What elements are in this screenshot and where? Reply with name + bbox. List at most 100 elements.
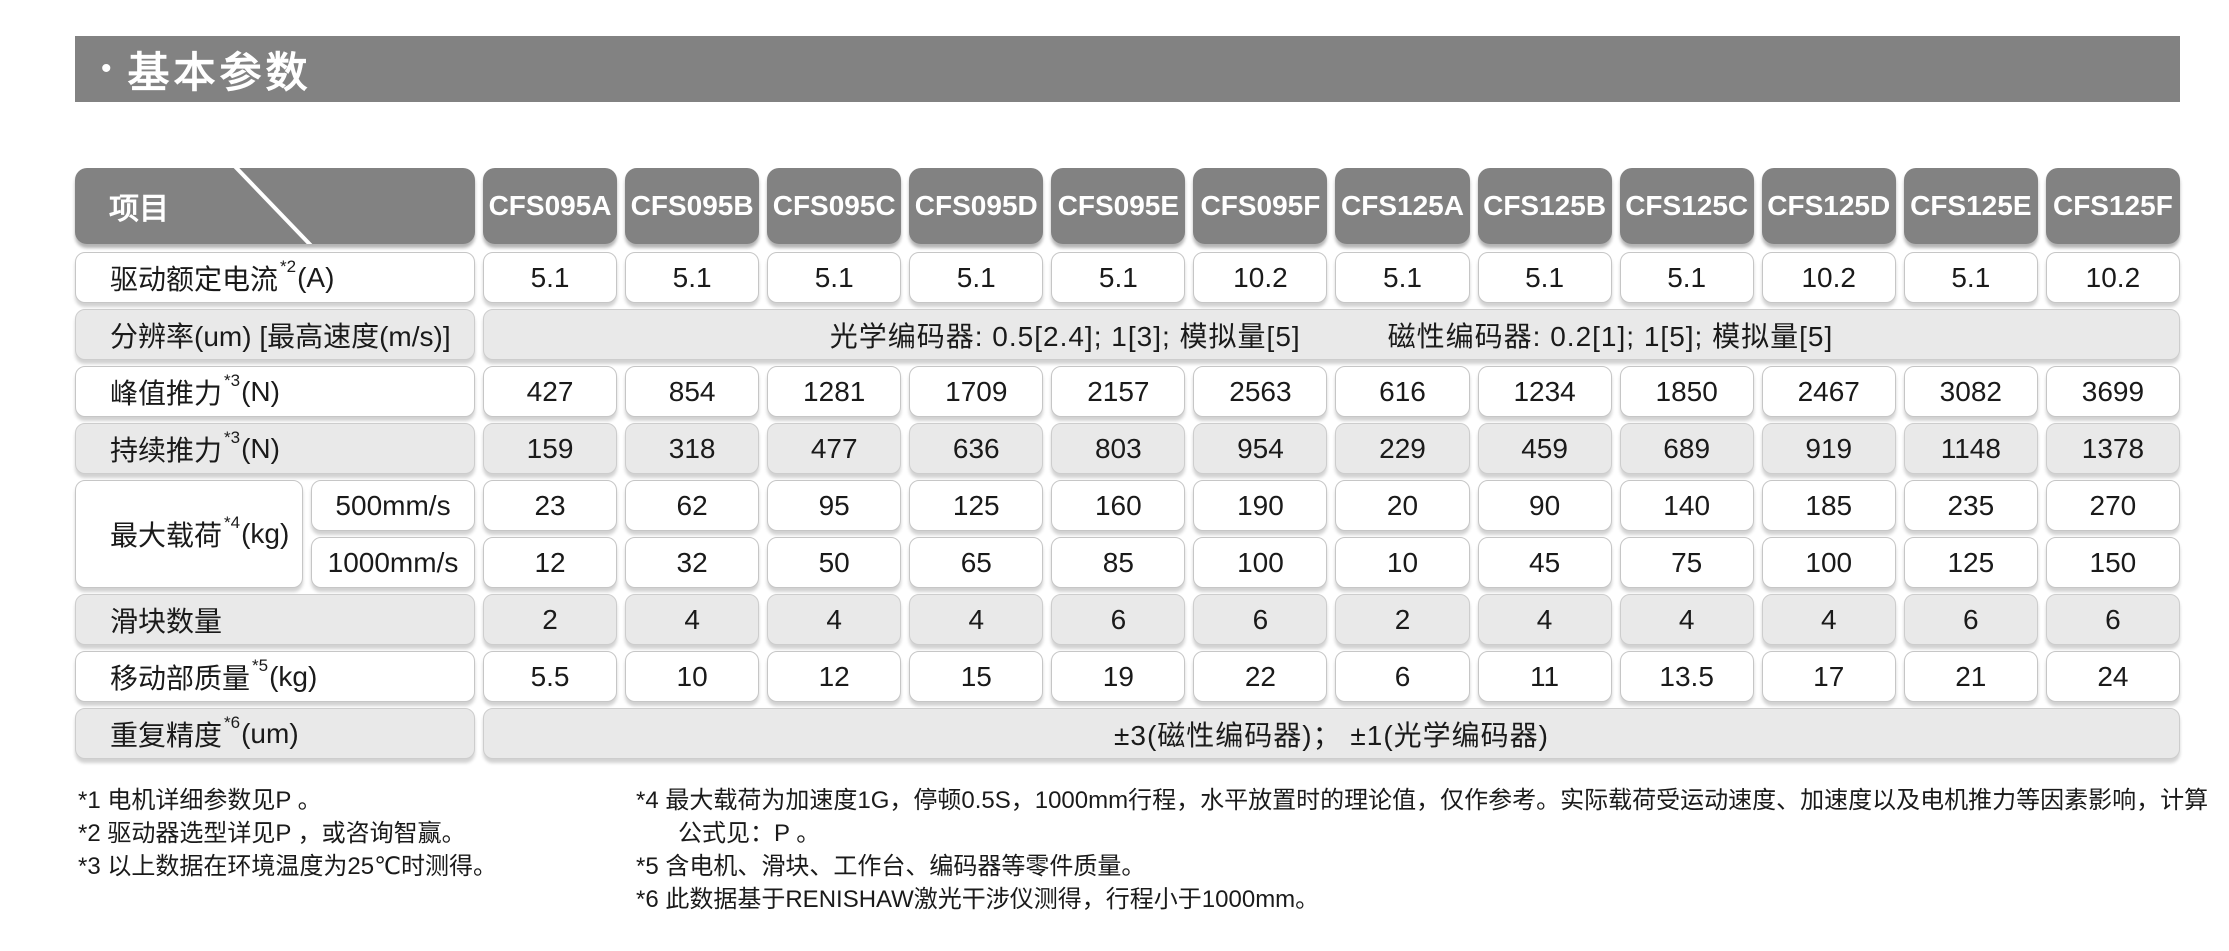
value-cell: 4 (625, 594, 760, 645)
table-row: 驱动额定电流 *2 (A) 5.1 5.1 5.1 5.1 5.1 10.2 5.1 5.1 5.1 1… (75, 252, 2180, 303)
row-label-unit: (A) (297, 261, 335, 293)
row-label: 峰值推力 *3 (N) (75, 366, 475, 417)
value-cell: 4 (909, 594, 1044, 645)
row-label-text: 分辨率(um) [最高速度(m/s)] (110, 320, 451, 352)
row-label-text: 最大载荷 (110, 520, 223, 551)
value-cell: 10.2 (1761, 252, 1896, 303)
table-row: 分辨率(um) [最高速度(m/s)] 光学编码器: 0.5[2.4]; 1[3]… (75, 309, 2180, 360)
value-cell: 185 (1761, 480, 1896, 531)
value-cell: 318 (625, 423, 760, 474)
value-cell: 4 (1619, 594, 1754, 645)
value-cell: 20 (1335, 480, 1470, 531)
value-cell: 803 (1051, 423, 1186, 474)
value-cell: 5.1 (1051, 252, 1186, 303)
value-cell: 5.1 (1619, 252, 1754, 303)
value-cell: 24 (2045, 651, 2180, 702)
value-cell: 3082 (1903, 366, 2038, 417)
value-cell: 12 (767, 651, 902, 702)
value-cell: 19 (1051, 651, 1186, 702)
value-cell: 459 (1477, 423, 1612, 474)
spec-table: 项目 CFS095A CFS095B CFS095C CFS095D CFS095E CFS… (75, 168, 2180, 759)
value-cell: 150 (2045, 537, 2180, 588)
row-label: 驱动额定电流 *2 (A) (75, 252, 475, 303)
value-cell: 17 (1761, 651, 1896, 702)
row-label-superscript: *2 (280, 256, 297, 276)
row-label-unit: (kg) (269, 660, 318, 692)
value-cell: 5.1 (909, 252, 1044, 303)
value-cell: 62 (625, 480, 760, 531)
value-cell: 22 (1193, 651, 1328, 702)
value-cell: 1709 (909, 366, 1044, 417)
value-cell: 616 (1335, 366, 1470, 417)
value-cell: 159 (483, 423, 618, 474)
value-cell: 15 (909, 651, 1044, 702)
corner-cell: 项目 (75, 168, 475, 244)
row-label-unit: (kg) (241, 518, 290, 549)
value-cell: 954 (1193, 423, 1328, 474)
row-label-text: 滑块数量 (110, 605, 223, 637)
table-row: 最大载荷 *4 (kg) 500mm/s 23 62 95 125 160 190 20 90 140 1… (75, 480, 2180, 588)
value-cell: 6 (2045, 594, 2180, 645)
value-cell: 229 (1335, 423, 1470, 474)
value-cell: 5.1 (1335, 252, 1470, 303)
table-sub-row: 1000mm/s 12 32 50 65 85 100 10 45 75 100 125 150 (311, 537, 2180, 588)
row-label-superscript: *5 (252, 655, 269, 675)
value-cell: 5.1 (483, 252, 618, 303)
value-cell: 854 (625, 366, 760, 417)
value-cell: 636 (909, 423, 1044, 474)
row-label-text: 重复精度 (110, 719, 223, 751)
value-cell: 919 (1761, 423, 1896, 474)
value-cell: 5.1 (625, 252, 760, 303)
value-cell: 100 (1761, 537, 1896, 588)
table-row: 移动部质量 *5 (kg) 5.5 10 12 15 19 22 6 11 13.5 17 21 24 (75, 651, 2180, 702)
footnotes-left: *1 电机详细参数见P 。 *2 驱动器选型详见P ，或咨询智赢。 *3 以上数据在… (78, 784, 618, 883)
merged-value-cell: 光学编码器: 0.5[2.4]; 1[3]; 模拟量[5] 磁性编码器: 0.2… (483, 309, 2180, 360)
value-cell: 32 (625, 537, 760, 588)
row-label-text: 移动部质量 (110, 662, 251, 694)
value-cell: 5.1 (767, 252, 902, 303)
value-cell: 50 (767, 537, 902, 588)
value-cell: 140 (1619, 480, 1754, 531)
value-cell: 85 (1051, 537, 1186, 588)
value-cell: 1850 (1619, 366, 1754, 417)
column-header: CFS125E (1903, 168, 2038, 244)
value-cell: 270 (2045, 480, 2180, 531)
column-header: CFS095F (1193, 168, 1328, 244)
footnote-line: 公式见：P 。 (678, 820, 821, 847)
value-cell: 65 (909, 537, 1044, 588)
value-cell: 5.1 (1477, 252, 1612, 303)
value-cell: 10 (625, 651, 760, 702)
row-label-unit: (um) (241, 717, 299, 749)
value-cell: 4 (1761, 594, 1896, 645)
merged-value-cell: ±3(磁性编码器)； ±1(光学编码器) (483, 708, 2180, 759)
value-cell: 4 (767, 594, 902, 645)
value-cell: 6 (1903, 594, 2038, 645)
footnote-line: *6 此数据基于RENISHAW激光干涉仪测得，行程小于1000mm。 (636, 886, 1320, 913)
page-title: 基本参数 (127, 48, 312, 96)
column-header: CFS125D (1761, 168, 1896, 244)
row-label: 滑块数量 (75, 594, 475, 645)
table-row: 重复精度 *6 (um) ±3(磁性编码器)； ±1(光学编码器) (75, 708, 2180, 759)
column-header: CFS095E (1051, 168, 1186, 244)
row-label-superscript: *4 (224, 513, 241, 532)
value-cell: 1281 (767, 366, 902, 417)
row-label-text: 峰值推力 (110, 377, 223, 409)
value-cell: 5.1 (1903, 252, 2038, 303)
sub-label-cell: 500mm/s (311, 480, 475, 531)
value-cell: 11 (1477, 651, 1612, 702)
row-label: 最大载荷 *4 (kg) (75, 480, 303, 588)
value-cell: 4 (1477, 594, 1612, 645)
value-cell: 125 (1903, 537, 2038, 588)
value-cell: 10.2 (2045, 252, 2180, 303)
value-cell: 6 (1051, 594, 1186, 645)
column-header: CFS125C (1619, 168, 1754, 244)
value-cell: 3699 (2045, 366, 2180, 417)
row-label: 持续推力 *3 (N) (75, 423, 475, 474)
value-cell: 190 (1193, 480, 1328, 531)
row-label-unit: (N) (241, 375, 280, 407)
value-cell: 10.2 (1193, 252, 1328, 303)
column-header: CFS095C (767, 168, 902, 244)
section-title-bar: • 基本参数 (75, 36, 2180, 102)
column-header: CFS095B (625, 168, 760, 244)
row-label-unit: (N) (241, 432, 280, 464)
